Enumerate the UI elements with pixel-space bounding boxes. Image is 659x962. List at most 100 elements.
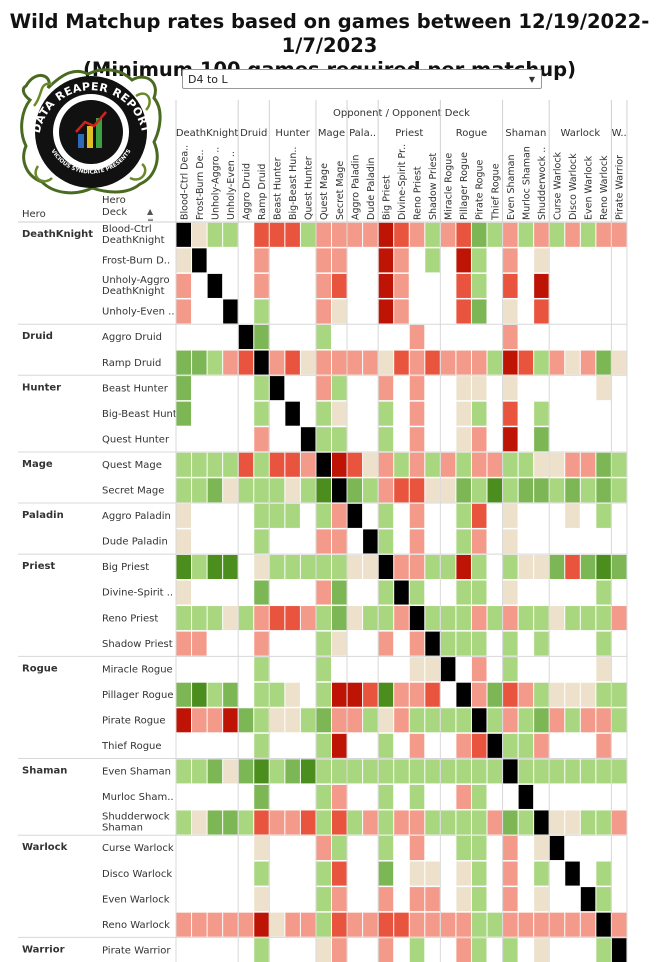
hero-deck-label: Quest Mage — [102, 460, 162, 471]
heatmap-cell — [332, 682, 347, 707]
heatmap-cell — [409, 325, 425, 350]
heatmap-cell — [192, 248, 207, 273]
heatmap-cell — [285, 401, 300, 426]
heatmap-cell — [378, 759, 394, 784]
heatmap-cell — [207, 810, 223, 835]
heatmap-cell — [347, 452, 363, 477]
heatmap-cell — [394, 912, 409, 937]
heatmap-cell — [300, 350, 316, 375]
opponent-class-label: Warlock — [560, 128, 600, 139]
hero-deck-label: Frost-Burn D.. — [102, 256, 170, 267]
heatmap-cell — [409, 401, 425, 426]
heatmap-cell — [487, 606, 503, 631]
opponent-deck-label: Shadow Priest — [428, 153, 439, 220]
heatmap-cell — [611, 708, 627, 733]
heatmap-cell — [440, 810, 456, 835]
heatmap-cell — [316, 733, 331, 758]
chevron-down-icon[interactable]: ▼ — [528, 75, 535, 84]
heatmap-cell — [394, 222, 409, 247]
heatmap-cell — [378, 554, 394, 579]
heatmap-cell — [300, 452, 316, 477]
heatmap-cell — [471, 938, 487, 962]
opponent-deck-label: Miracle Rogue — [444, 153, 455, 220]
hero-deck-label: Big-Beast Hunter — [102, 409, 188, 420]
heatmap-cell — [254, 478, 269, 503]
heatmap-cell — [596, 810, 611, 835]
heatmap-cell — [596, 452, 611, 477]
heatmap-cell — [534, 248, 549, 273]
heatmap-cell — [378, 606, 394, 631]
heatmap-cell — [378, 401, 394, 426]
heatmap-cell — [503, 273, 518, 298]
heatmap-cell — [440, 657, 456, 682]
heatmap-cell — [316, 503, 331, 528]
heatmap-cell — [456, 273, 471, 298]
hero-deck-label: Divine-Spirit .. — [102, 588, 173, 599]
heatmap-cell — [471, 427, 487, 452]
opponent-deck-label: Divine-Spirit Pr.. — [397, 144, 408, 220]
heatmap-cell — [363, 478, 378, 503]
heatmap-cell — [440, 222, 456, 247]
hero-deck-label: Even Warlock — [102, 894, 170, 905]
heatmap-cell — [425, 861, 440, 886]
heatmap-cell — [223, 912, 238, 937]
heatmap-cell — [596, 759, 611, 784]
heatmap-cell — [425, 810, 440, 835]
heatmap-cell — [285, 708, 300, 733]
heatmap-cell — [611, 452, 627, 477]
heatmap-cell — [176, 912, 192, 937]
sort-ascending-icon[interactable]: ▲ ≡ — [147, 207, 154, 225]
heatmap-cell — [487, 682, 503, 707]
heatmap-cell — [332, 938, 347, 962]
heatmap-cell — [176, 248, 192, 273]
heatmap-cell — [300, 222, 316, 247]
heatmap-cell — [223, 299, 238, 324]
heatmap-cell — [409, 784, 425, 809]
heatmap-cell — [518, 350, 534, 375]
heatmap-cell — [518, 606, 534, 631]
heatmap-cell — [487, 222, 503, 247]
heatmap-cell — [316, 631, 331, 656]
rank-filter-dropdown[interactable]: D4 to L ▼ — [182, 69, 542, 89]
heatmap-cell — [596, 682, 611, 707]
heatmap-cell — [549, 912, 565, 937]
opponent-class-label: Rogue — [456, 128, 487, 139]
heatmap-cell — [471, 784, 487, 809]
hero-deck-label: Unholy-Aggro DeathKnight — [102, 275, 170, 297]
heatmap-cell — [565, 222, 580, 247]
heatmap-cell — [596, 350, 611, 375]
heatmap-cell — [238, 912, 254, 937]
heatmap-cell — [300, 606, 316, 631]
hero-deck-label: Reno Warlock — [102, 920, 170, 931]
heatmap-cell — [471, 912, 487, 937]
opponent-deck-label: Big-Beast Hun.. — [288, 147, 299, 220]
heatmap-cell — [425, 759, 440, 784]
hero-deck-label: Reno Priest — [102, 613, 158, 624]
heatmap-cell — [487, 708, 503, 733]
heatmap-cell — [192, 350, 207, 375]
heatmap-cell — [409, 861, 425, 886]
heatmap-cell — [456, 861, 471, 886]
heatmap-cell — [254, 657, 269, 682]
heatmap-cell — [378, 682, 394, 707]
heatmap-cell — [487, 478, 503, 503]
hero-deck-label: Aggro Paladin — [102, 511, 171, 522]
heatmap-cell — [409, 836, 425, 861]
heatmap-cell — [409, 657, 425, 682]
heatmap-cell — [409, 580, 425, 605]
opponent-deck-label: Even Warlock — [584, 155, 595, 220]
heatmap-cell — [223, 452, 238, 477]
heatmap-cell — [503, 836, 518, 861]
heatmap-cell — [316, 529, 331, 554]
heatmap-cell — [223, 810, 238, 835]
heatmap-cell — [332, 478, 347, 503]
heatmap-cell — [518, 682, 534, 707]
heatmap-cell — [378, 248, 394, 273]
heatmap-cell — [611, 938, 627, 962]
heatmap-cell — [503, 376, 518, 401]
heatmap-cell — [471, 299, 487, 324]
heatmap-cell — [223, 708, 238, 733]
heatmap-cell — [534, 912, 549, 937]
heatmap-cell — [425, 912, 440, 937]
heatmap-cell — [378, 376, 394, 401]
